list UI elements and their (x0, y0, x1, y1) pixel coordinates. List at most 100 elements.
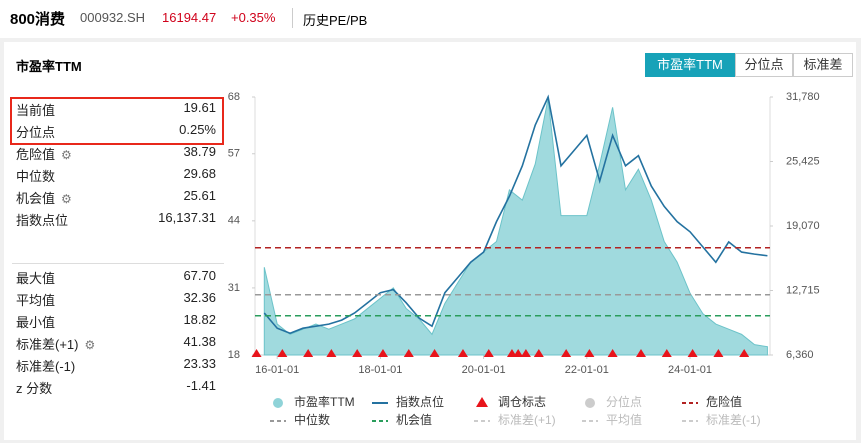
stat-value: 38.79 (183, 144, 216, 159)
y2-tick-label: 31,780 (786, 91, 820, 103)
rebalance-marker (713, 349, 724, 357)
stat-row: 标准差(-1) 23.33 (16, 356, 216, 376)
stat-label: 危险值 (16, 147, 56, 162)
rebalance-marker (377, 349, 388, 357)
stat-row: 指数点位 16,137.31 (16, 210, 216, 230)
legend-icon (273, 398, 283, 408)
legend-label: 分位点 (606, 394, 642, 409)
stat-value: 67.70 (183, 268, 216, 283)
stat-value: 16,137.31 (158, 210, 216, 225)
legend-label: 标准差(-1) (706, 413, 761, 427)
legend-item[interactable]: 机会值 (372, 412, 432, 427)
legend-item[interactable]: 调仓标志 (476, 395, 546, 409)
stat-value: 19.61 (183, 100, 216, 115)
stat-row: 分位点 0.25% (16, 122, 216, 142)
stat-value: 18.82 (183, 312, 216, 327)
legend-label: 危险值 (706, 394, 742, 409)
stat-value: 32.36 (183, 290, 216, 305)
stat-row: 中位数 29.68 (16, 166, 216, 186)
index-code: 000932.SH (80, 10, 146, 25)
rebalance-marker (584, 349, 595, 357)
stat-row: 平均值 32.36 (16, 290, 216, 310)
settings-icon[interactable]: ⚙ (61, 148, 72, 162)
legend-label: 标准差(+1) (498, 413, 556, 427)
y2-tick-label: 25,425 (786, 155, 820, 167)
panel: 市盈率TTM 市盈率TTM 分位点 标准差 当前值 19.61 分位点 0.25% 危险… (4, 42, 856, 440)
settings-icon[interactable]: ⚙ (61, 192, 72, 206)
stat-row: 标准差(+1) ⚙ 41.38 (16, 334, 216, 354)
rebalance-marker (352, 349, 363, 357)
legend-label: 中位数 (294, 412, 330, 427)
button[interactable]: 分位点 (735, 53, 793, 77)
legend-label: 平均值 (606, 412, 642, 427)
button[interactable]: 市盈率TTM (645, 53, 735, 77)
x-tick-label: 18-01-01 (358, 364, 402, 376)
price: 16194.47 (162, 10, 217, 25)
index-name: 800消费 (10, 11, 66, 28)
stat-row: z 分数 -1.41 (16, 378, 216, 398)
rebalance-marker (429, 349, 440, 357)
legend-icon (585, 398, 595, 408)
divider (12, 263, 224, 264)
stat-label: 指数点位 (16, 213, 69, 228)
y2-tick-label: 12,715 (786, 284, 820, 296)
stat-value: 29.68 (183, 166, 216, 181)
stat-value: 23.33 (183, 356, 216, 371)
stat-label: 最大值 (16, 271, 56, 286)
rebalance-marker (303, 349, 314, 357)
index-line (263, 94, 768, 335)
stat-label: 分位点 (16, 125, 56, 140)
rebalance-marker (483, 349, 494, 357)
rebalance-marker (326, 349, 337, 357)
legend-icon (476, 397, 488, 407)
legend-label: 机会值 (396, 412, 432, 427)
legend-item[interactable]: 平均值 (582, 412, 642, 427)
y-tick-label: 44 (228, 215, 240, 227)
legend-label: 指数点位 (396, 394, 444, 409)
stat-row: 机会值 ⚙ 25.61 (16, 188, 216, 208)
legend-item[interactable]: 中位数 (270, 412, 330, 427)
rebalance-marker (513, 349, 524, 357)
stat-value: 41.38 (183, 334, 216, 349)
legend-label: 市盈率TTM (294, 394, 355, 409)
rebalance-marker (533, 349, 544, 357)
legend-item[interactable]: 危险值 (682, 394, 742, 409)
legend-item[interactable]: 指数点位 (372, 394, 444, 409)
rebalance-marker (277, 349, 288, 357)
rebalance-marker (607, 349, 618, 357)
stat-row: 危险值 ⚙ 38.79 (16, 144, 216, 164)
rebalance-marker (561, 349, 572, 357)
legend-item[interactable]: 标准差(-1) (682, 413, 761, 427)
stat-value: 0.25% (179, 122, 216, 137)
legend-item[interactable]: 市盈率TTM (273, 394, 355, 409)
stat-label: 中位数 (16, 169, 56, 184)
legend-item[interactable]: 标准差(+1) (474, 413, 556, 427)
legend-label: 调仓标志 (498, 395, 546, 409)
stat-row: 最小值 18.82 (16, 312, 216, 332)
stat-value: -1.41 (186, 378, 216, 393)
panel-title: 市盈率TTM (16, 59, 82, 74)
stat-label: 标准差(-1) (16, 359, 76, 374)
rebalance-marker (403, 349, 414, 357)
tab[interactable]: 历史PE/PB (303, 13, 368, 28)
button[interactable]: 标准差 (793, 53, 853, 77)
legend-item[interactable]: 分位点 (585, 394, 642, 409)
pe-area (263, 98, 768, 356)
settings-icon[interactable]: ⚙ (84, 338, 96, 352)
y2-tick-label: 19,070 (786, 220, 820, 232)
separator (292, 8, 293, 28)
y-tick-label: 18 (228, 349, 240, 361)
y-tick-label: 68 (228, 91, 240, 103)
stat-label: z 分数 (16, 381, 53, 396)
rebalance-marker (739, 349, 750, 357)
rebalance-marker (251, 349, 262, 357)
stat-label: 当前值 (16, 103, 56, 118)
x-tick-label: 20-01-01 (462, 364, 506, 376)
change: +0.35% (231, 10, 276, 25)
rebalance-marker (635, 349, 646, 357)
rebalance-marker (687, 349, 698, 357)
stat-row: 当前值 19.61 (16, 100, 216, 120)
rebalance-marker (661, 349, 672, 357)
